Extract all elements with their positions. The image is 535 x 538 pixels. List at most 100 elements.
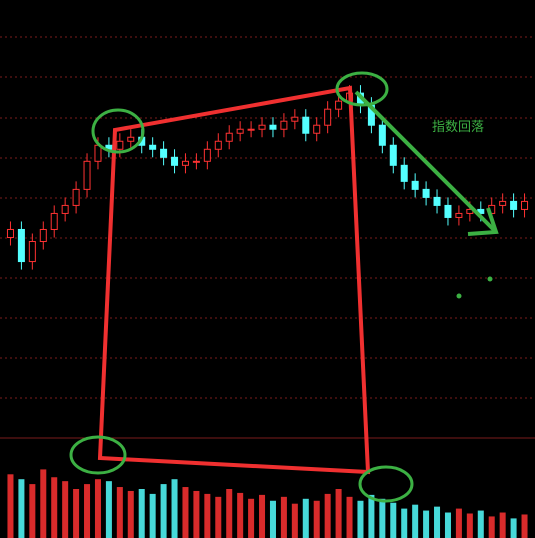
volume-bar: [259, 494, 266, 538]
candle-body: [127, 136, 135, 142]
volume-bar: [248, 498, 255, 538]
candle-body: [313, 124, 321, 134]
candle-body: [258, 124, 266, 130]
candle-body: [181, 160, 189, 166]
candle-body: [378, 124, 386, 146]
volume-bar: [29, 484, 36, 538]
volume-bar: [335, 489, 342, 538]
volume-bar: [116, 487, 123, 538]
volume-bar: [510, 518, 517, 538]
candle-body: [83, 160, 91, 190]
volume-bar: [84, 484, 91, 538]
volume-bar: [499, 512, 506, 538]
candle-body: [510, 200, 518, 210]
candle-body: [39, 228, 47, 243]
volume-bar: [62, 481, 69, 538]
candle-body: [6, 228, 14, 238]
volume-bar: [7, 474, 14, 538]
candle-body: [61, 204, 69, 214]
volume-bar: [444, 512, 451, 538]
arrow: [354, 90, 496, 232]
volume-bar: [466, 513, 473, 538]
candle-body: [17, 228, 25, 263]
arrow-head: [467, 207, 499, 236]
volume-bar: [237, 492, 244, 538]
circle: [91, 108, 145, 154]
volume-bar: [138, 489, 145, 538]
dot: [487, 276, 493, 282]
candle-body: [422, 188, 430, 198]
volume-bar: [193, 490, 200, 538]
volume-bar: [127, 490, 134, 538]
candle-body: [335, 100, 343, 110]
candle-body: [72, 188, 80, 206]
volume-bar: [160, 484, 167, 538]
volume-bar: [204, 493, 211, 538]
candle-body: [160, 148, 168, 158]
candle-body: [521, 200, 529, 210]
candle-body: [302, 116, 310, 134]
candle-body: [455, 212, 463, 218]
volume-bar: [226, 489, 233, 538]
annotation: 指数回落: [432, 120, 484, 135]
candle-body: [389, 144, 397, 166]
volume-bar: [455, 508, 462, 538]
volume-bar: [324, 493, 331, 538]
candle-body: [280, 120, 288, 130]
volume-bar: [488, 516, 495, 538]
volume-bar: [291, 503, 298, 538]
candle-body: [499, 200, 507, 206]
volume-bar: [521, 514, 528, 538]
volume-bar: [105, 481, 112, 538]
circle: [358, 465, 414, 503]
volume-bar: [18, 479, 25, 538]
volume-bar: [477, 510, 484, 538]
candle-body: [149, 144, 157, 150]
volume-bar: [149, 493, 156, 538]
annotations: 指数回落: [69, 71, 499, 503]
candle-body: [269, 124, 277, 130]
volume-bar: [423, 510, 430, 538]
candle-body: [214, 140, 222, 150]
candle-body: [324, 108, 332, 126]
volume-bar: [346, 496, 353, 538]
circle: [335, 71, 389, 107]
candle-body: [247, 128, 255, 131]
candle-body: [203, 148, 211, 162]
candle-body: [171, 156, 179, 166]
candle-body: [236, 128, 244, 134]
grid: [0, 36, 535, 439]
volume-bar: [280, 496, 287, 538]
candle-body: [400, 164, 408, 182]
volume-bar: [313, 500, 320, 538]
volume-bar: [379, 498, 386, 538]
volume-bar: [269, 500, 276, 538]
dot: [456, 293, 462, 299]
volume-bar: [434, 506, 441, 538]
volume-bar: [357, 500, 364, 538]
candle-body: [291, 116, 299, 122]
volume-bar: [368, 494, 375, 538]
volume-bar: [73, 489, 80, 538]
volume-bar: [94, 479, 101, 538]
volume-bar: [412, 504, 419, 538]
volume-bar: [171, 479, 178, 538]
volume-bar: [401, 508, 408, 538]
candle-body: [116, 140, 124, 150]
candle-body: [444, 204, 452, 218]
candle-body: [411, 180, 419, 190]
volume-bar: [215, 496, 222, 538]
circle: [69, 435, 127, 475]
candle-body: [28, 241, 36, 263]
candle-body: [433, 196, 441, 206]
candle-body: [50, 212, 58, 230]
volume-bar: [40, 469, 47, 538]
candle-body: [225, 132, 233, 142]
candle-body: [94, 144, 102, 162]
volume-bar: [390, 502, 397, 538]
volume-bar: [51, 477, 58, 538]
volume-bar: [182, 487, 189, 538]
candle-body: [192, 160, 200, 163]
